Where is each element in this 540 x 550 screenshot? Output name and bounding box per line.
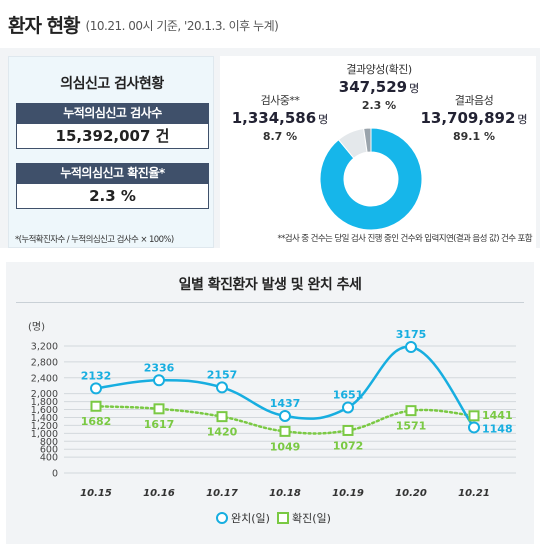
testing-label: 검사중** (260, 94, 300, 107)
recovered-data-label: 2132 (81, 369, 112, 382)
confirmed-point (468, 410, 480, 422)
cumulative-tests-label: 누적의심신고 검사수 (16, 103, 209, 123)
chart-title: 일별 확진환자 발생 및 완치 추세 (178, 277, 362, 293)
confirmed-rate-value: 2.3 % (16, 183, 209, 209)
confirmed-data-label: 1682 (81, 415, 112, 428)
y-tick-label: 1,200 (31, 421, 58, 432)
negative-percent: 89.1 % (453, 130, 495, 143)
confirmed-data-label: 1420 (207, 426, 238, 439)
y-tick-label: 2,400 (31, 373, 58, 384)
cumulative-tests-value: 15,392,007 건 (16, 123, 209, 149)
positive-unit: 명 (409, 82, 420, 95)
legend-confirmed-marker (277, 512, 289, 524)
test-result-panel: 결과양성(확진) 347,529 명 2.3 % 검사중** 1,334,586 명… (220, 56, 536, 248)
recovered-data-label: 1651 (333, 388, 364, 401)
testing-value: 1,334,586 (231, 109, 317, 127)
legend-confirmed-label: 확진(일) (292, 511, 331, 525)
positive-stat: 결과양성(확진) 347,529 명 2.3 % (324, 61, 434, 112)
confirmed-point (216, 411, 228, 423)
negative-unit: 명 (517, 113, 528, 126)
confirmed-point (279, 425, 291, 437)
x-tick-label: 10.21 (458, 488, 490, 499)
positive-percent: 2.3 % (361, 99, 397, 112)
testing-note: **검사 중 건수는 당일 검사 진행 중인 건수와 입력지연(결과 음성 값)… (277, 234, 532, 244)
donut-slice-0 (319, 127, 423, 231)
test-status-section: 의심신고 검사현황 누적의심신고 검사수 15,392,007 건 누적의심신고… (0, 48, 540, 248)
recovered-data-label: 1148 (482, 422, 513, 435)
x-tick-label: 10.17 (206, 488, 238, 499)
negative-stat: 결과음성 13,709,892 명 89.1 % (418, 92, 530, 143)
y-tick-label: 1,800 (31, 397, 58, 408)
y-tick-label: 600 (40, 445, 58, 456)
recovered-point (216, 381, 228, 394)
legend-recovered-marker (216, 512, 228, 524)
test-status-panel: 의심신고 검사현황 누적의심신고 검사수 15,392,007 건 누적의심신고… (8, 56, 214, 248)
page-header: 환자 현황 (10.21. 00시 기준, '20.1.3. 이후 누계) (8, 6, 279, 42)
y-tick-label: 400 (40, 453, 58, 464)
y-tick-label: 800 (40, 437, 58, 448)
confirmed-data-label: 1072 (333, 439, 364, 452)
confirmed-rate-note: *(누적확진자수 / 누적의심신고 검사수 × 100%) (15, 235, 174, 245)
negative-value: 13,709,892 (420, 109, 516, 127)
recovered-point (342, 401, 354, 414)
donut-slice-2 (363, 127, 372, 153)
confirmed-data-label: 1441 (482, 409, 513, 422)
test-result-donut (319, 127, 423, 231)
recovered-point (90, 382, 102, 395)
confirmed-point (153, 403, 165, 415)
negative-label: 결과음성 (454, 94, 494, 107)
y-tick-label: 2,000 (31, 389, 58, 400)
page-subtitle: (10.21. 00시 기준, '20.1.3. 이후 누계) (85, 19, 279, 33)
y-tick-label: 1,400 (31, 413, 58, 424)
positive-label: 결과양성(확진) (346, 63, 412, 76)
y-tick-label: 0 (52, 469, 58, 480)
page-title: 환자 현황 (8, 14, 81, 37)
recovered-point (279, 409, 291, 422)
y-axis-unit: (명) (28, 321, 45, 333)
x-tick-label: 10.19 (332, 488, 364, 499)
confirmed-point (405, 405, 417, 417)
confirmed-rate-label: 누적의심신고 확진율* (16, 163, 209, 183)
y-tick-label: 1,000 (31, 429, 58, 440)
confirmed-point (90, 400, 102, 412)
test-status-title: 의심신고 검사현황 (60, 76, 164, 92)
y-tick-label: 2,800 (31, 357, 58, 368)
testing-percent: 8.7 % (262, 130, 298, 143)
x-tick-label: 10.16 (143, 488, 175, 499)
recovered-data-label: 3175 (396, 328, 427, 341)
trend-line-chart: (명)04006008001,0001,2001,4001,6001,8002,… (28, 321, 516, 525)
confirmed-data-label: 1049 (270, 440, 301, 453)
chart-title-divider (16, 302, 524, 303)
legend-recovered-label: 완치(일) (231, 511, 270, 525)
confirmed-point (342, 424, 354, 436)
y-tick-label: 1,600 (31, 405, 58, 416)
recovered-data-label: 2336 (144, 361, 175, 374)
trend-chart-section: 일별 확진환자 발생 및 완치 추세 (명) 0 400 600 800 1,000 1,2… (6, 262, 534, 544)
recovered-point (153, 374, 165, 387)
recovered-point (468, 421, 480, 434)
x-tick-label: 10.15 (80, 488, 112, 499)
testing-unit: 명 (318, 113, 329, 126)
recovered-point (405, 340, 417, 353)
confirmed-data-label: 1617 (144, 418, 175, 431)
positive-value: 347,529 (338, 78, 408, 96)
recovered-data-label: 1437 (270, 397, 301, 410)
x-tick-label: 10.18 (269, 488, 301, 499)
confirmed-data-label: 1571 (396, 420, 427, 433)
testing-stat: 검사중** 1,334,586 명 8.7 % (228, 92, 332, 143)
x-tick-label: 10.20 (395, 488, 427, 499)
y-tick-label: 3,200 (31, 342, 58, 353)
recovered-data-label: 2157 (207, 368, 238, 381)
